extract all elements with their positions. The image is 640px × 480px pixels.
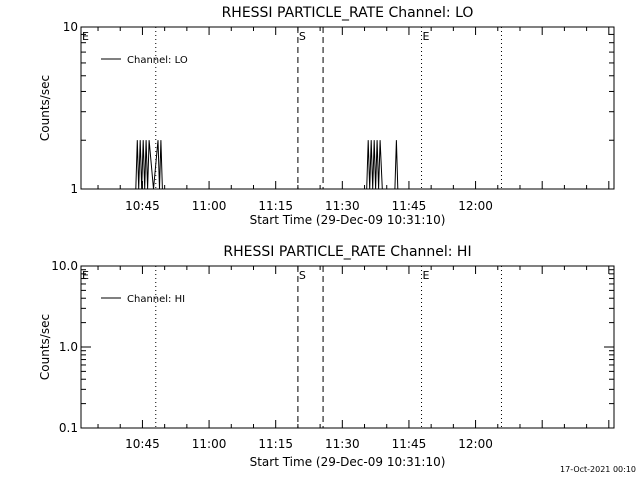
x-tick-label: 11:45	[392, 437, 427, 451]
x-tick-label: 11:00	[192, 437, 227, 451]
y-tick-label: 1.0	[59, 340, 78, 354]
plot-frame	[80, 265, 615, 429]
x-axis-label: Start Time (29-Dec-09 10:31:10)	[250, 455, 446, 469]
chart-title: RHESSI PARTICLE_RATE Channel: LO	[222, 5, 474, 21]
marker-label: E	[82, 30, 89, 43]
y-tick-label: 1	[70, 182, 78, 196]
y-tick-label: 0.1	[59, 421, 78, 435]
x-tick-label: 11:30	[325, 199, 360, 213]
marker-label: E	[423, 269, 430, 282]
x-tick-label: 12:00	[458, 199, 493, 213]
x-tick-label: 11:15	[258, 437, 293, 451]
legend-label: Channel: HI	[127, 294, 185, 305]
marker-label: S	[299, 30, 306, 43]
y-tick-label: 10	[63, 20, 78, 34]
y-axis-label: Counts/sec	[38, 314, 52, 380]
x-tick-label: 10:45	[125, 437, 160, 451]
timestamp: 17-Oct-2021 00:10	[560, 465, 636, 474]
x-tick-label: 11:30	[325, 437, 360, 451]
x-tick-label: 11:00	[192, 199, 227, 213]
chart-title: RHESSI PARTICLE_RATE Channel: HI	[223, 244, 471, 260]
x-tick-label: 12:00	[458, 437, 493, 451]
y-axis-label: Counts/sec	[38, 75, 52, 141]
x-tick-label: 11:45	[392, 199, 427, 213]
x-tick-label: 10:45	[125, 199, 160, 213]
legend-label: Channel: LO	[127, 55, 188, 66]
plot-frame	[80, 26, 615, 190]
marker-label: S	[299, 269, 306, 282]
series-line	[135, 140, 399, 190]
y-tick-label: 10.0	[51, 259, 78, 273]
x-axis-label: Start Time (29-Dec-09 10:31:10)	[250, 213, 446, 227]
marker-label: E	[423, 30, 430, 43]
marker-label: E	[82, 269, 89, 282]
x-tick-label: 11:15	[258, 199, 293, 213]
